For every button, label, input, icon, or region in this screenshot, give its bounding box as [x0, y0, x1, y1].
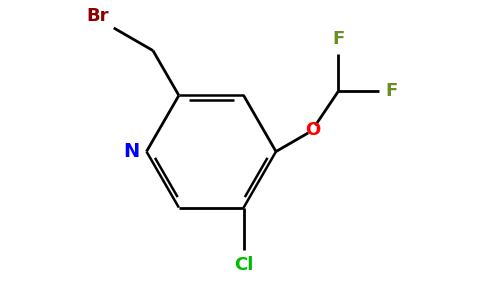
Text: Br: Br	[86, 7, 109, 25]
Text: F: F	[332, 29, 345, 47]
Text: O: O	[305, 122, 320, 140]
Text: F: F	[385, 82, 397, 100]
Text: Cl: Cl	[234, 256, 253, 274]
Text: N: N	[123, 142, 139, 161]
